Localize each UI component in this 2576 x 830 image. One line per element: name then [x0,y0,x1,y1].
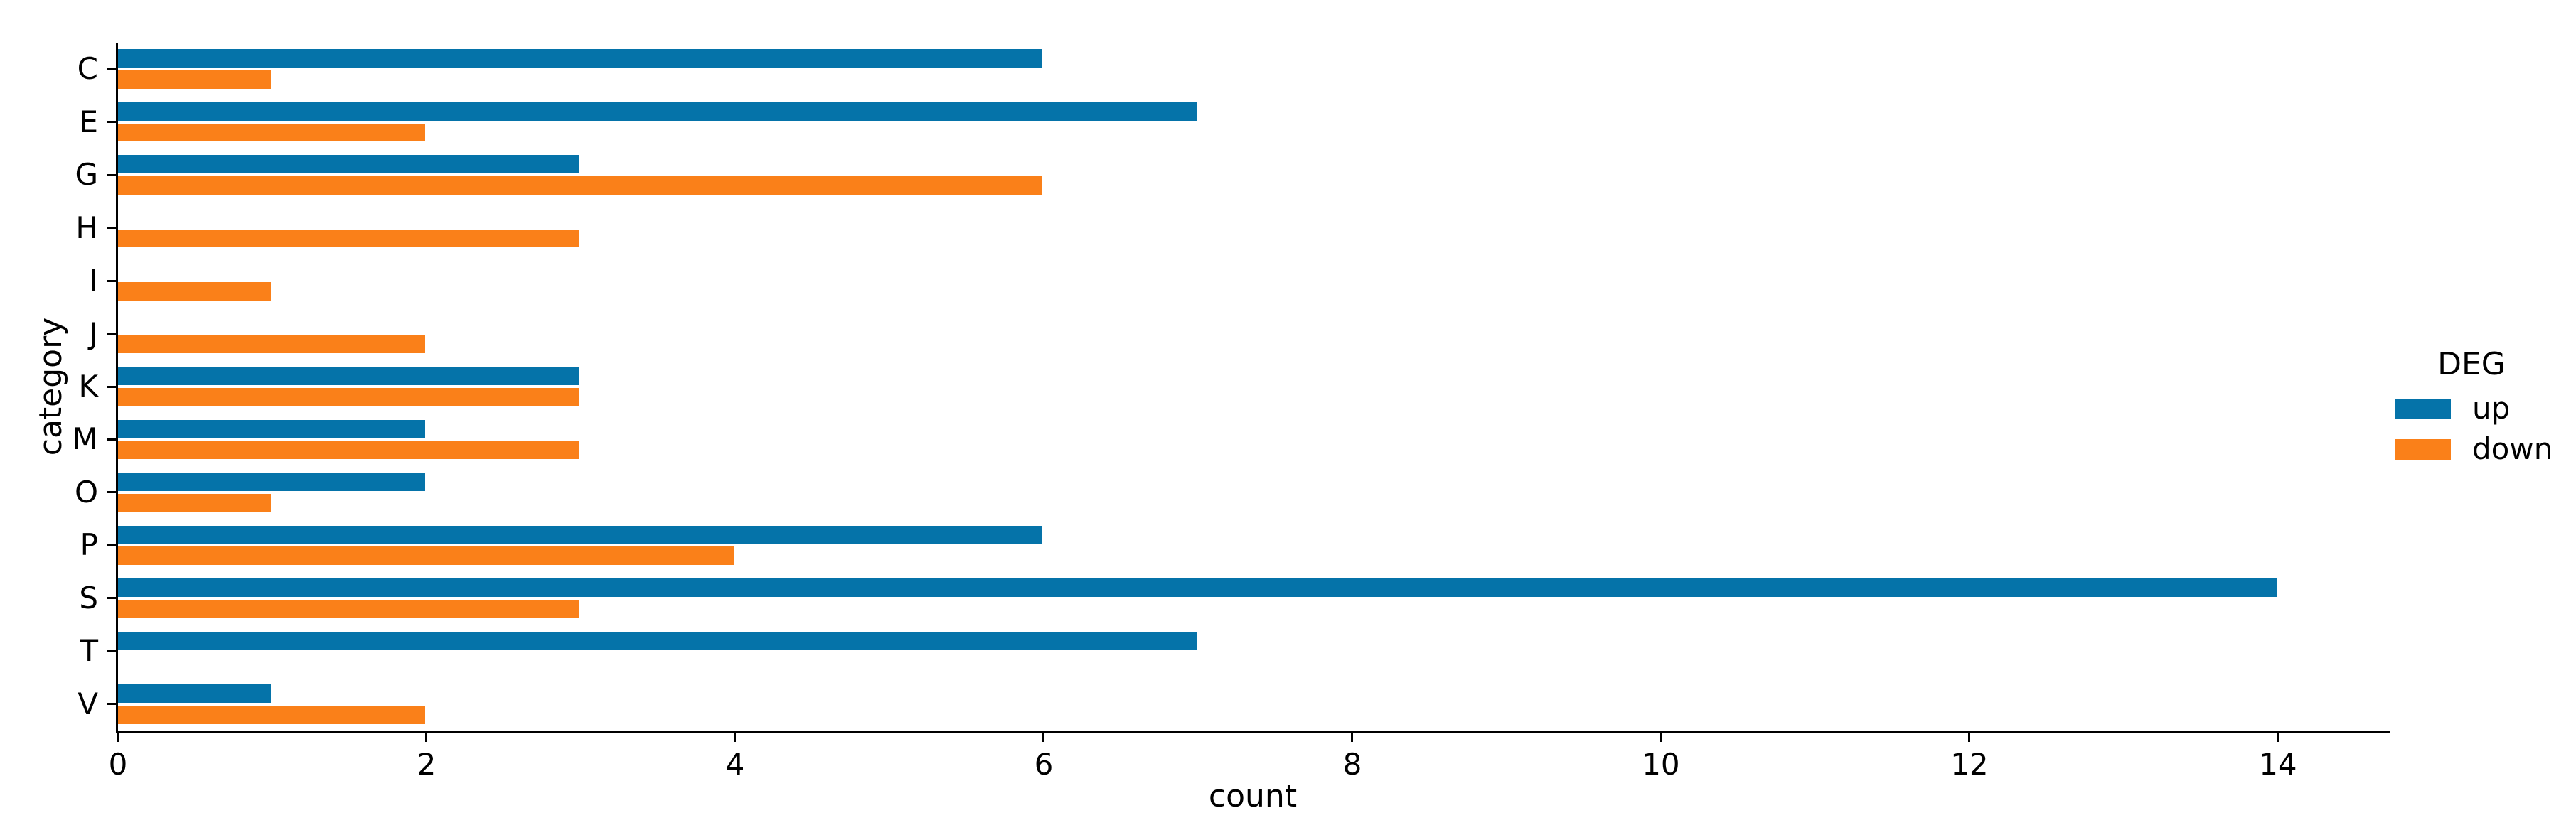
bar-O-up [118,471,427,492]
bar-S-down [118,598,581,620]
y-tick-H [107,227,116,230]
y-tick-P [107,544,116,546]
legend-title: DEG [2437,346,2506,382]
y-tick-label-T: T [80,633,98,669]
y-tick-label-S: S [79,580,98,615]
y-tick-label-M: M [72,421,98,457]
bar-H-down [118,227,581,249]
x-tick-2 [425,733,428,742]
y-tick-label-P: P [80,527,98,563]
y-tick-label-C: C [77,51,98,87]
y-tick-label-E: E [79,104,98,139]
y-tick-label-J: J [89,316,98,351]
bar-G-down [118,175,1044,196]
legend-swatch-down [2395,438,2451,460]
y-axis-label: category [33,317,69,456]
bar-S-up [118,577,2278,598]
bar-M-down [118,439,581,461]
y-tick-label-G: G [75,157,98,193]
x-tick-0 [117,733,119,742]
y-tick-label-O: O [74,474,98,510]
bar-M-up [118,418,427,440]
y-tick-K [107,385,116,388]
bar-J-down [118,333,427,355]
y-tick-E [107,121,116,124]
bar-P-down [118,545,735,567]
bar-E-down [118,122,427,144]
x-axis-label: count [1208,778,1298,814]
y-tick-S [107,597,116,600]
x-tick-8 [1351,733,1354,742]
bar-C-up [118,48,1044,70]
x-tick-14 [2277,733,2280,742]
x-tick-label-2: 2 [417,747,437,782]
bar-K-down [118,387,581,408]
bar-C-down [118,69,272,90]
x-tick-label-0: 0 [108,747,128,782]
legend-label-up: up [2472,391,2511,426]
x-tick-label-12: 12 [1950,747,1989,782]
y-tick-M [107,438,116,441]
bar-I-down [118,281,272,302]
bar-T-up [118,630,1198,652]
y-tick-V [107,703,116,706]
x-tick-label-4: 4 [725,747,745,782]
y-tick-C [107,68,116,70]
x-tick-label-8: 8 [1342,747,1362,782]
bar-K-up [118,365,581,387]
legend-item-down: down [2395,433,2553,465]
bar-E-up [118,100,1198,122]
bar-G-up [118,153,581,176]
y-tick-label-I: I [89,263,98,298]
x-tick-12 [1968,733,1971,742]
bar-V-up [118,682,272,704]
y-tick-I [107,279,116,282]
y-tick-label-K: K [78,369,98,404]
x-tick-6 [1042,733,1045,742]
y-axis-spine [116,43,118,733]
x-tick-label-14: 14 [2259,747,2297,782]
y-tick-label-H: H [75,210,98,245]
x-tick-4 [734,733,737,742]
legend: DEG up down [2395,346,2553,465]
y-tick-label-V: V [78,686,98,721]
legend-label-down: down [2472,431,2553,466]
bar-P-up [118,524,1044,546]
x-tick-label-10: 10 [1642,747,1680,782]
bar-V-down [118,704,427,726]
y-tick-J [107,333,116,335]
x-tick-10 [1660,733,1662,742]
x-tick-label-6: 6 [1034,747,1054,782]
y-tick-T [107,650,116,652]
legend-item-up: up [2395,391,2548,426]
legend-swatch-up [2395,398,2451,419]
y-tick-O [107,491,116,494]
bar-O-down [118,492,272,514]
x-axis-spine [116,731,2390,733]
plot-area: C E G H I J K M O P S T V 0 2 4 6 8 10 12 14 [73,43,2390,782]
y-tick-G [107,173,116,176]
